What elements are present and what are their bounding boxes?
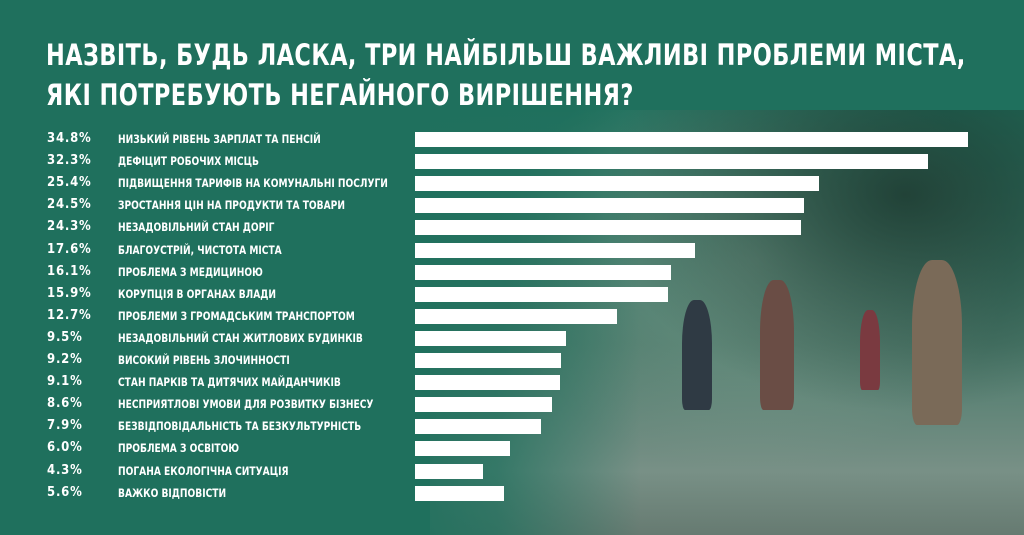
category-label: БЛАГОУСТРІЙ, ЧИСТОТА МІСТА	[118, 242, 282, 257]
chart-title-line-1: НАЗВІТЬ, БУДЬ ЛАСКА, ТРИ НАЙБІЛЬШ ВАЖЛИВ…	[46, 38, 966, 72]
category-label: ДЕФІЦИТ РОБОЧИХ МІСЦЬ	[118, 154, 259, 169]
pedestrian-figure	[912, 260, 962, 425]
value-label: 8.6%	[47, 396, 83, 412]
category-label: ПОГАНА ЕКОЛОГІЧНА СИТУАЦІЯ	[118, 463, 289, 478]
pedestrian-figure	[682, 300, 712, 410]
value-label: 34.8%	[47, 131, 92, 146]
category-label: ПРОБЛЕМИ З ГРОМАДСЬКИМ ТРАНСПОРТОМ	[118, 308, 355, 323]
value-label: 4.3%	[47, 462, 83, 478]
bar	[415, 264, 671, 280]
bar	[415, 308, 617, 324]
bar	[415, 463, 483, 479]
value-label: 15.9%	[47, 285, 92, 301]
category-label: СТАН ПАРКІВ ТА ДИТЯЧИХ МАЙДАНЧИКІВ	[118, 375, 341, 390]
category-label: ЗРОСТАННЯ ЦІН НА ПРОДУКТИ ТА ТОВАРИ	[118, 198, 345, 213]
category-label: ВИСОКИЙ РІВЕНЬ ЗЛОЧИННОСТІ	[118, 353, 290, 367]
value-label: 16.1%	[47, 263, 92, 279]
bar	[415, 198, 804, 214]
category-label: БЕЗВІДПОВІДАЛЬНІСТЬ ТА БЕЗКУЛЬТУРНІСТЬ	[118, 419, 362, 434]
category-label: ВАЖКО ВІДПОВІСТИ	[118, 485, 227, 500]
category-label: НЕЗАДОВІЛЬНИЙ СТАН ЖИТЛОВИХ БУДИНКІВ	[118, 330, 363, 345]
value-label: 7.9%	[47, 418, 83, 434]
category-label: НЕСПРИЯТЛОВІ УМОВИ ДЛЯ РОЗВИТКУ БІЗНЕСУ	[118, 397, 374, 412]
bar	[415, 485, 504, 501]
category-label: ПРОБЛЕМА З ОСВІТОЮ	[118, 441, 240, 456]
category-label: КОРУПЦІЯ В ОРГАНАХ ВЛАДИ	[118, 286, 277, 301]
bar	[415, 154, 928, 170]
value-label: 24.3%	[47, 219, 92, 235]
bar	[415, 132, 968, 147]
category-label: ПРОБЛЕМА З МЕДИЦИНОЮ	[118, 264, 263, 279]
category-label: ПІДВИЩЕННЯ ТАРИФІВ НА КОМУНАЛЬНІ ПОСЛУГИ	[118, 176, 388, 191]
bar	[415, 220, 801, 236]
value-label: 12.7%	[47, 307, 92, 323]
bar	[415, 375, 560, 391]
pedestrian-figure	[860, 310, 880, 390]
category-label: НЕЗАДОВІЛЬНИЙ СТАН ДОРІГ	[118, 220, 275, 235]
chart-title-line-2: ЯКІ ПОТРЕБУЮТЬ НЕГАЙНОГО ВИРІШЕННЯ?	[46, 78, 634, 112]
bar	[415, 441, 510, 457]
value-label: 17.6%	[47, 241, 92, 257]
value-label: 9.5%	[47, 329, 83, 345]
bar	[415, 397, 552, 413]
value-label: 6.0%	[47, 440, 83, 456]
value-label: 32.3%	[47, 153, 92, 169]
pedestrian-figure	[760, 280, 794, 410]
category-label: НИЗЬКИЙ РІВЕНЬ ЗАРПЛАТ ТА ПЕНСІЙ	[118, 132, 321, 146]
value-label: 24.5%	[47, 197, 92, 213]
value-label: 5.6%	[47, 484, 83, 500]
bar	[415, 353, 561, 368]
bar	[415, 330, 566, 346]
bar	[415, 419, 541, 435]
value-label: 9.2%	[47, 352, 83, 367]
value-label: 9.1%	[47, 374, 83, 390]
bar	[415, 242, 695, 258]
bar	[415, 176, 819, 192]
value-label: 25.4%	[47, 175, 92, 191]
bar	[415, 286, 668, 302]
